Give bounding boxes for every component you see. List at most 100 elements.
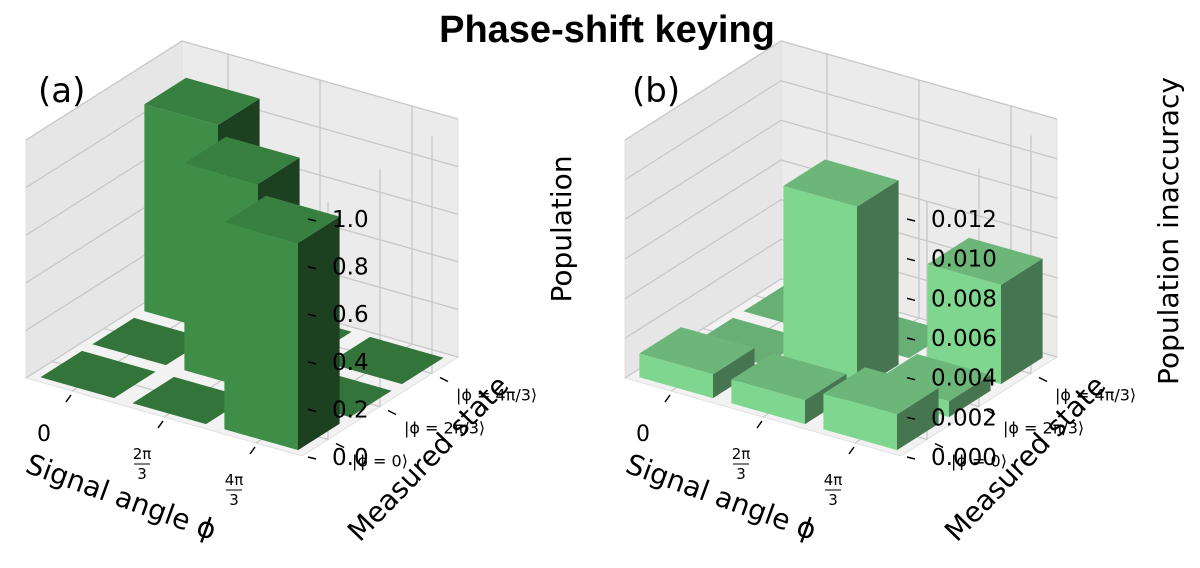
x-tick-denominator: 3: [229, 491, 239, 509]
z-tick: [906, 416, 916, 421]
z-tick-label: 0.012: [931, 207, 997, 233]
z-axis: 0.000 0.002 0.004 0.006 0.008 0.010 0.012 Popul…: [906, 77, 1185, 471]
bar: [783, 159, 899, 392]
bar: [328, 336, 444, 385]
y-tick-label: |ϕ = 4π/3⟩: [1055, 386, 1136, 405]
bar-side-face: [298, 216, 340, 451]
z-gridline: [624, 40, 1058, 141]
bar: [40, 350, 156, 399]
z-gridline: [624, 119, 1058, 220]
x-tick: [65, 394, 72, 403]
bar: [92, 317, 208, 366]
bar: [639, 327, 755, 399]
y-tick: [986, 409, 996, 416]
z-tick-label: 0.0: [332, 445, 369, 471]
bar: [691, 317, 807, 366]
z-axis-label: Population: [545, 155, 578, 302]
z-gridline: [624, 159, 1058, 260]
bar-front-face: [927, 264, 1001, 385]
bar-side-face: [897, 388, 939, 451]
z-tick: [906, 218, 916, 222]
z-tick: [906, 376, 916, 381]
x-axis-label: Signal angle ϕ: [622, 447, 821, 546]
y-tick: [387, 409, 397, 416]
x-tick-numerator: 2π: [732, 445, 751, 463]
x-tick-denominator: 3: [828, 491, 838, 509]
bar-side-face: [949, 374, 991, 418]
z-gridline: [25, 40, 459, 141]
bar-front-face: [783, 185, 857, 392]
panel-label: (a): [38, 71, 85, 111]
z-tick: [307, 456, 317, 460]
bar: [132, 376, 248, 425]
bar-side-face: [857, 180, 899, 392]
z-tick: [307, 408, 317, 413]
z-gridline: [624, 79, 1058, 181]
y-tick-label: |ϕ = 2π/3⟩: [404, 419, 485, 438]
z-tick-label: 0.002: [931, 405, 997, 431]
z-axis: 0.0 0.2 0.4 0.6 0.8 1.0 Population: [307, 155, 578, 471]
z-tick-label: 0.008: [931, 286, 997, 312]
z-tick-label: 1.0: [332, 207, 369, 233]
z-tick: [906, 257, 916, 262]
bar-side-face: [1001, 258, 1043, 385]
bar-front-face: [224, 222, 298, 451]
panel-label: (b): [632, 71, 680, 111]
bar-top-face: [132, 376, 248, 425]
x-tick: [664, 394, 671, 403]
x-tick-numerator: 2π: [133, 445, 152, 463]
z-tick-label: 0.8: [332, 255, 369, 281]
bar-top-face: [731, 353, 847, 401]
y-tick: [1038, 376, 1048, 383]
z-tick: [307, 218, 317, 222]
x-tick-denominator: 3: [137, 465, 147, 483]
z-tick: [906, 337, 916, 341]
bar: [823, 367, 939, 451]
z-tick: [906, 456, 916, 460]
z-tick-label: 0.010: [931, 247, 997, 273]
z-tick-label: 0.006: [931, 326, 997, 352]
panel-b: 0.000 0.002 0.004 0.006 0.008 0.010 0.012 Popul…: [622, 40, 1185, 548]
x-tick-numerator: 4π: [824, 471, 843, 489]
bar-top-face: [783, 159, 899, 207]
bar-top-face: [144, 77, 260, 125]
z-tick-label: 0.6: [332, 302, 369, 328]
z-tick-label: 0.4: [332, 350, 369, 376]
bar-top-face: [184, 136, 300, 184]
y-tick: [439, 376, 449, 383]
x-tick-numerator: 4π: [225, 471, 244, 489]
y-tick: [335, 442, 345, 449]
bar-top-face: [691, 317, 807, 366]
bar: [224, 195, 340, 451]
x-tick-denominator: 3: [736, 465, 746, 483]
z-tick-label: 0.2: [332, 397, 369, 423]
bars: [40, 77, 444, 451]
bar-front-face: [731, 379, 805, 425]
bar-top-face: [875, 354, 991, 402]
bar-top-face: [639, 327, 755, 375]
bar-top-face: [224, 195, 340, 243]
x-tick: [756, 420, 763, 429]
bar-side-face: [713, 347, 755, 399]
x-tick: [249, 446, 256, 455]
x-tick-label: 0: [636, 422, 650, 447]
z-axis-label: Population inaccuracy: [1152, 77, 1185, 385]
bar-front-face: [639, 353, 713, 399]
y-tick-label: |ϕ = 0⟩: [352, 452, 408, 471]
x-tick: [848, 446, 855, 455]
figure-title: Phase-shift keying: [439, 9, 775, 51]
x-tick: [157, 420, 164, 429]
bar-front-face: [823, 393, 897, 451]
z-tick: [307, 265, 317, 270]
z-tick-label: 0.000: [931, 445, 997, 471]
y-tick-label: |ϕ = 0⟩: [951, 452, 1007, 471]
z-tick-label: 0.004: [931, 366, 997, 392]
y-tick-label: |ϕ = 2π/3⟩: [1003, 419, 1084, 438]
z-tick: [307, 361, 317, 365]
bar-top-face: [927, 237, 1043, 285]
bar: [927, 237, 1043, 385]
bars: [639, 159, 1043, 451]
x-axis-label: Signal angle ϕ: [22, 447, 221, 546]
